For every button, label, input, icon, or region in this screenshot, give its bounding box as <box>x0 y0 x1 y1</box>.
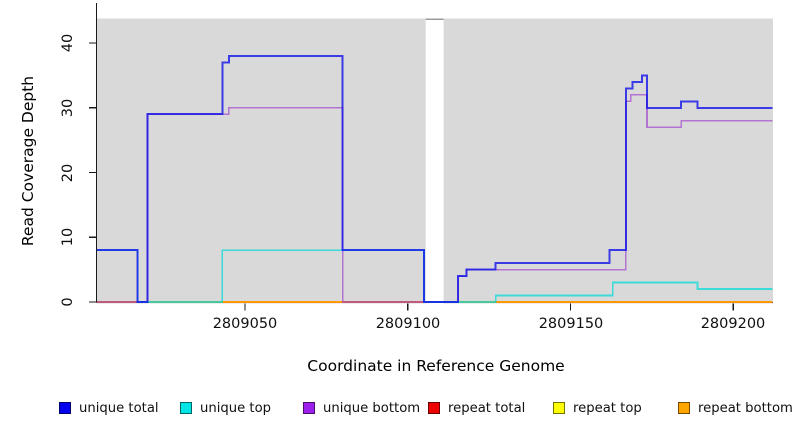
legend-label: repeat bottom <box>698 400 792 416</box>
legend-item-unique-top: unique top <box>180 400 271 416</box>
legend-item-repeat-bottom: repeat bottom <box>678 400 792 416</box>
legend-item-repeat-top: repeat top <box>553 400 642 416</box>
unique-top-line <box>97 249 773 303</box>
y-tick-label: 20 <box>60 163 76 182</box>
repeat-total-swatch <box>428 402 440 414</box>
legend-label: repeat top <box>573 400 642 416</box>
x-axis-title: Coordinate in Reference Genome <box>307 357 565 375</box>
unique-bottom-swatch <box>303 402 315 414</box>
legend-label: repeat total <box>448 400 526 416</box>
legend-label: unique total <box>79 400 159 416</box>
legend-label: unique top <box>200 400 272 416</box>
legend-item-unique-bottom: unique bottom <box>303 400 420 416</box>
unique-total-line <box>97 54 773 303</box>
repeat-top-swatch <box>553 402 565 414</box>
repeat-bottom-swatch <box>678 402 690 414</box>
x-tick-label: 2809150 <box>538 316 604 332</box>
legend-item-unique-total: unique total <box>59 400 159 416</box>
x-tick-label: 2809200 <box>700 316 766 332</box>
unique-total-swatch <box>59 402 71 414</box>
legend-label: unique bottom <box>323 400 421 416</box>
y-tick-label: 10 <box>60 227 76 247</box>
x-tick-label: 2809050 <box>212 316 278 332</box>
y-tick-label: 40 <box>60 33 76 53</box>
unique-top-swatch <box>180 402 192 414</box>
legend-item-repeat-total: repeat total <box>428 400 525 416</box>
coverage-gap-band <box>425 18 444 304</box>
x-tick-label: 2809100 <box>375 316 441 332</box>
y-axis-title: Read Coverage Depth <box>19 75 37 247</box>
y-tick-label: 30 <box>60 98 76 117</box>
y-tick-label: 0 <box>60 297 76 307</box>
